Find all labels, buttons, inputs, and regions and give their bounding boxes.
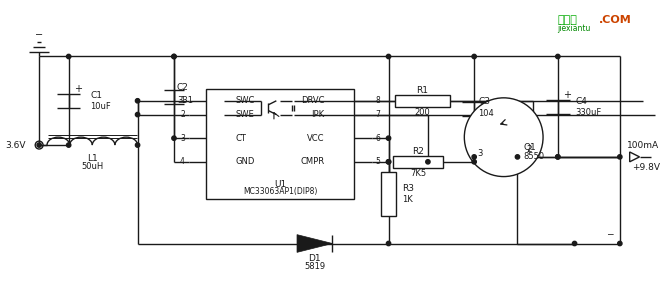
Text: R1: R1 [416,86,428,95]
Text: 3.6V: 3.6V [5,141,25,150]
Text: C1: C1 [90,92,102,100]
Text: L1: L1 [87,154,98,164]
Text: MC33063AP1(DIP8): MC33063AP1(DIP8) [243,187,317,196]
Text: 2: 2 [527,145,532,154]
Text: 1: 1 [180,96,185,105]
Text: +: + [74,84,82,94]
Circle shape [66,143,71,147]
Circle shape [172,136,176,140]
Circle shape [172,54,176,59]
Text: 3: 3 [180,134,185,143]
Circle shape [426,160,430,164]
Bar [394,156,443,168]
Text: C3: C3 [478,97,490,106]
Circle shape [515,155,519,159]
Circle shape [386,160,391,164]
Text: +9.8V: +9.8V [632,163,660,172]
Circle shape [386,160,391,164]
Text: 100mA: 100mA [626,141,659,150]
Text: CT: CT [236,134,247,143]
Text: 1K: 1K [402,195,413,204]
Circle shape [66,54,71,59]
Text: 104: 104 [478,109,494,118]
Text: SWC: SWC [236,96,255,105]
Text: 7K5: 7K5 [410,169,426,178]
Circle shape [618,155,622,159]
Text: 6: 6 [376,134,380,143]
Text: 8550: 8550 [523,152,545,161]
Circle shape [386,241,391,246]
Circle shape [37,143,41,147]
Circle shape [386,136,391,140]
Text: 7: 7 [376,110,380,119]
Text: D1: D1 [309,254,321,263]
Circle shape [136,143,140,147]
Text: R3: R3 [402,184,414,194]
Text: 8: 8 [376,96,380,105]
Circle shape [472,155,476,159]
Circle shape [556,54,560,59]
Bar [396,95,450,107]
Text: U1: U1 [274,180,287,189]
Circle shape [386,54,391,59]
Text: −: − [35,30,43,40]
Circle shape [556,155,560,159]
Text: 接线图: 接线图 [558,15,578,25]
Text: −: − [606,229,614,238]
Text: CMPR: CMPR [301,157,325,166]
Text: 5: 5 [376,157,380,166]
Text: 3: 3 [477,149,483,158]
Circle shape [472,160,476,164]
Polygon shape [297,235,332,252]
Text: 330uF: 330uF [575,108,602,117]
Text: +: + [563,90,571,100]
Bar [206,89,354,199]
Text: 5819: 5819 [304,262,325,271]
Text: 4: 4 [180,157,185,166]
Text: 200: 200 [414,108,430,117]
Text: DRVC: DRVC [301,96,325,105]
Text: 50uH: 50uH [81,162,104,171]
Text: VCC: VCC [307,134,325,143]
Text: 331: 331 [177,96,193,105]
Circle shape [136,99,140,103]
Bar [380,172,396,216]
Text: 10uF: 10uF [90,102,111,111]
Circle shape [172,54,176,59]
Circle shape [618,241,622,246]
Circle shape [136,112,140,117]
Text: IPK: IPK [311,110,325,119]
Circle shape [556,155,560,159]
Text: 2: 2 [180,110,185,119]
Circle shape [472,54,476,59]
Text: jiexiantu: jiexiantu [557,24,591,33]
Circle shape [464,98,543,177]
Text: GND: GND [236,157,255,166]
Text: .COM: .COM [599,15,632,25]
Text: R2: R2 [412,148,424,157]
Text: SWE: SWE [236,110,255,119]
Circle shape [573,241,577,246]
Text: C4: C4 [575,97,587,106]
Text: C2: C2 [177,83,189,92]
Text: Q1: Q1 [523,142,536,152]
